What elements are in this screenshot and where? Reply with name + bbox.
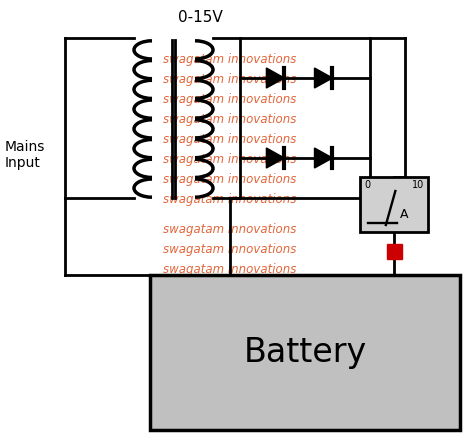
- Text: swagatam innovations: swagatam innovations: [164, 194, 297, 207]
- Text: swagatam innovations: swagatam innovations: [164, 263, 297, 276]
- Text: swagatam innovations: swagatam innovations: [164, 113, 297, 126]
- Text: Battery: Battery: [243, 336, 366, 369]
- Text: 10: 10: [412, 180, 424, 190]
- Text: swagatam innovations: swagatam innovations: [164, 224, 297, 236]
- Polygon shape: [315, 68, 332, 88]
- Text: swagatam innovations: swagatam innovations: [164, 74, 297, 86]
- FancyBboxPatch shape: [360, 177, 428, 232]
- Text: swagatam innovations: swagatam innovations: [164, 153, 297, 167]
- Text: swagatam innovations: swagatam innovations: [164, 54, 297, 67]
- Text: 0-15V: 0-15V: [178, 10, 222, 25]
- Polygon shape: [266, 68, 284, 88]
- Text: swagatam innovations: swagatam innovations: [164, 283, 297, 296]
- Text: A: A: [400, 208, 409, 221]
- Text: swagatam innovations: swagatam innovations: [164, 303, 297, 317]
- Polygon shape: [266, 148, 284, 168]
- Text: 0: 0: [364, 180, 370, 190]
- Bar: [387, 244, 402, 259]
- Text: swagatam innovations: swagatam innovations: [164, 133, 297, 146]
- Text: swagatam innovations: swagatam innovations: [164, 243, 297, 256]
- Text: swagatam innovations: swagatam innovations: [164, 174, 297, 187]
- Polygon shape: [315, 148, 332, 168]
- Text: Mains
Input: Mains Input: [5, 140, 46, 170]
- Text: swagatam innovations: swagatam innovations: [164, 93, 297, 106]
- Bar: [150, 275, 460, 430]
